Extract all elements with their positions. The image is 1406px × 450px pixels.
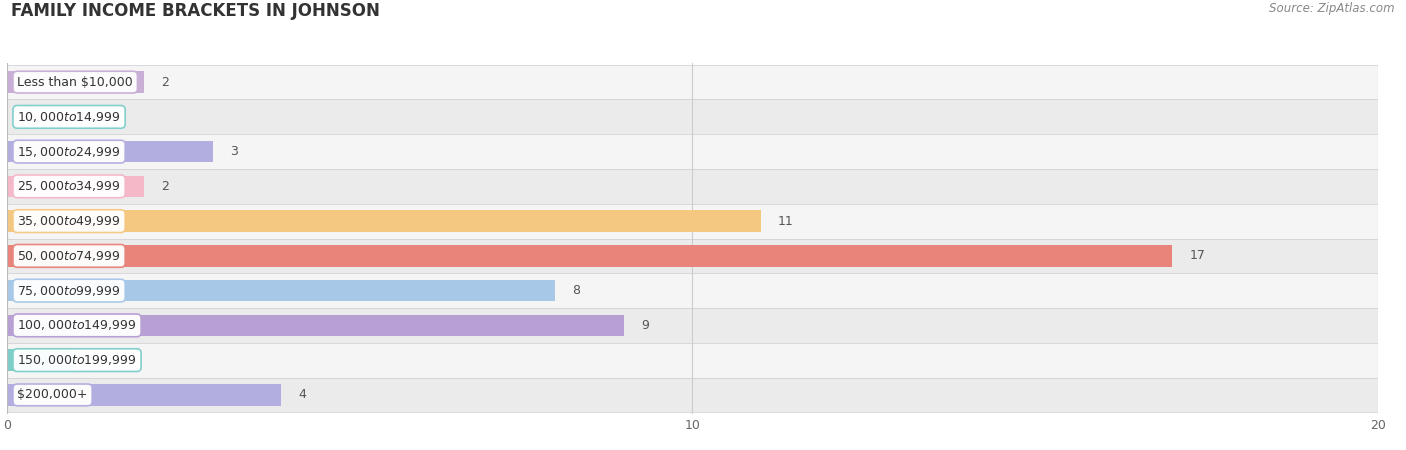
Text: 1: 1 xyxy=(93,354,101,367)
Bar xyxy=(7,245,1173,267)
Bar xyxy=(7,280,555,302)
Bar xyxy=(7,273,1378,308)
Text: 17: 17 xyxy=(1189,249,1205,262)
Bar xyxy=(7,210,761,232)
Bar xyxy=(7,343,1378,378)
Bar xyxy=(7,134,1378,169)
Text: $100,000 to $149,999: $100,000 to $149,999 xyxy=(17,319,136,333)
Text: 11: 11 xyxy=(778,215,794,228)
Text: $15,000 to $24,999: $15,000 to $24,999 xyxy=(17,144,121,158)
Text: FAMILY INCOME BRACKETS IN JOHNSON: FAMILY INCOME BRACKETS IN JOHNSON xyxy=(11,2,380,20)
Bar xyxy=(7,378,1378,412)
Bar xyxy=(7,141,212,162)
Text: 2: 2 xyxy=(162,76,169,89)
Bar xyxy=(7,384,281,405)
Text: $35,000 to $49,999: $35,000 to $49,999 xyxy=(17,214,121,228)
Text: $150,000 to $199,999: $150,000 to $199,999 xyxy=(17,353,136,367)
Bar xyxy=(7,169,1378,204)
Text: $50,000 to $74,999: $50,000 to $74,999 xyxy=(17,249,121,263)
Bar xyxy=(7,308,1378,343)
Text: $10,000 to $14,999: $10,000 to $14,999 xyxy=(17,110,121,124)
Bar xyxy=(7,349,76,371)
Bar xyxy=(7,99,1378,134)
Text: $200,000+: $200,000+ xyxy=(17,388,87,401)
Text: Less than $10,000: Less than $10,000 xyxy=(17,76,134,89)
Bar xyxy=(7,72,145,93)
Bar xyxy=(7,176,145,197)
Text: 2: 2 xyxy=(162,180,169,193)
Text: 0: 0 xyxy=(24,110,32,123)
Text: $25,000 to $34,999: $25,000 to $34,999 xyxy=(17,180,121,194)
Text: 3: 3 xyxy=(229,145,238,158)
Text: $75,000 to $99,999: $75,000 to $99,999 xyxy=(17,284,121,297)
Bar xyxy=(7,238,1378,273)
Text: Source: ZipAtlas.com: Source: ZipAtlas.com xyxy=(1270,2,1395,15)
Bar xyxy=(7,65,1378,99)
Bar xyxy=(7,204,1378,238)
Text: 8: 8 xyxy=(572,284,581,297)
Text: 4: 4 xyxy=(298,388,307,401)
Text: 9: 9 xyxy=(641,319,650,332)
Bar xyxy=(7,315,624,336)
